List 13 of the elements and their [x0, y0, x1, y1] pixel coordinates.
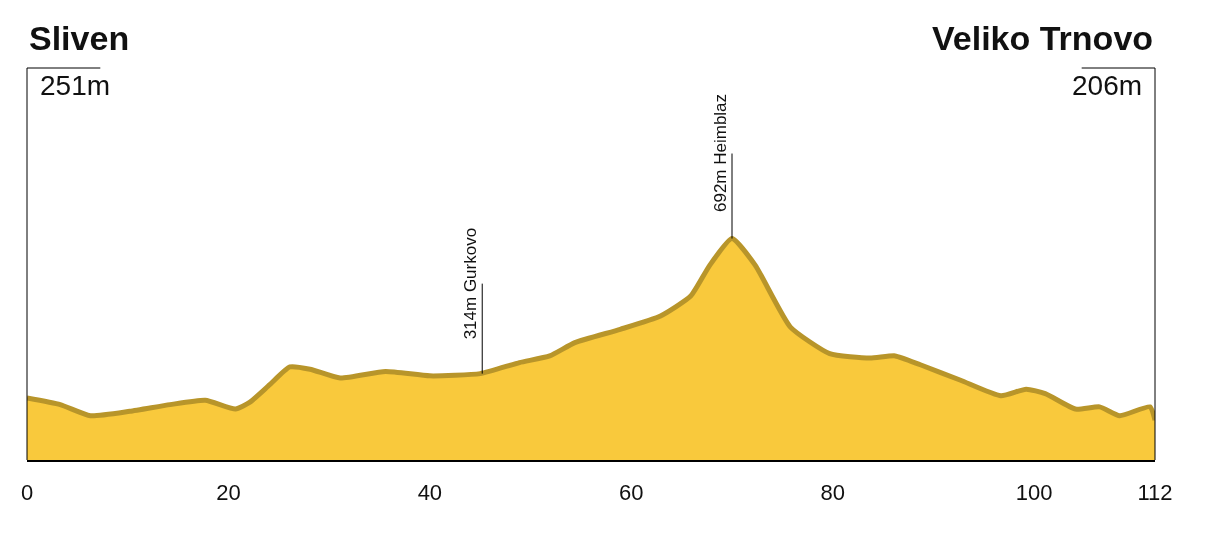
annotation: 692m Heimblaz [710, 93, 730, 213]
x-tick-label: 112 [1137, 480, 1173, 506]
text: 251m [40, 70, 111, 101]
x-tick-label: 0 [20, 480, 34, 506]
x-tick-label: 60 [619, 480, 644, 506]
x-tick-label: 20 [216, 480, 241, 506]
x-tick-label: 80 [820, 480, 845, 506]
text: 206m [1072, 70, 1143, 101]
text: Veliko Trnovo [932, 19, 1154, 57]
text: Sliven [29, 19, 130, 57]
x-tick-label: 100 [1015, 480, 1053, 506]
x-tick-label: 40 [417, 480, 443, 506]
annotation: 314m Gurkovo [461, 227, 481, 340]
